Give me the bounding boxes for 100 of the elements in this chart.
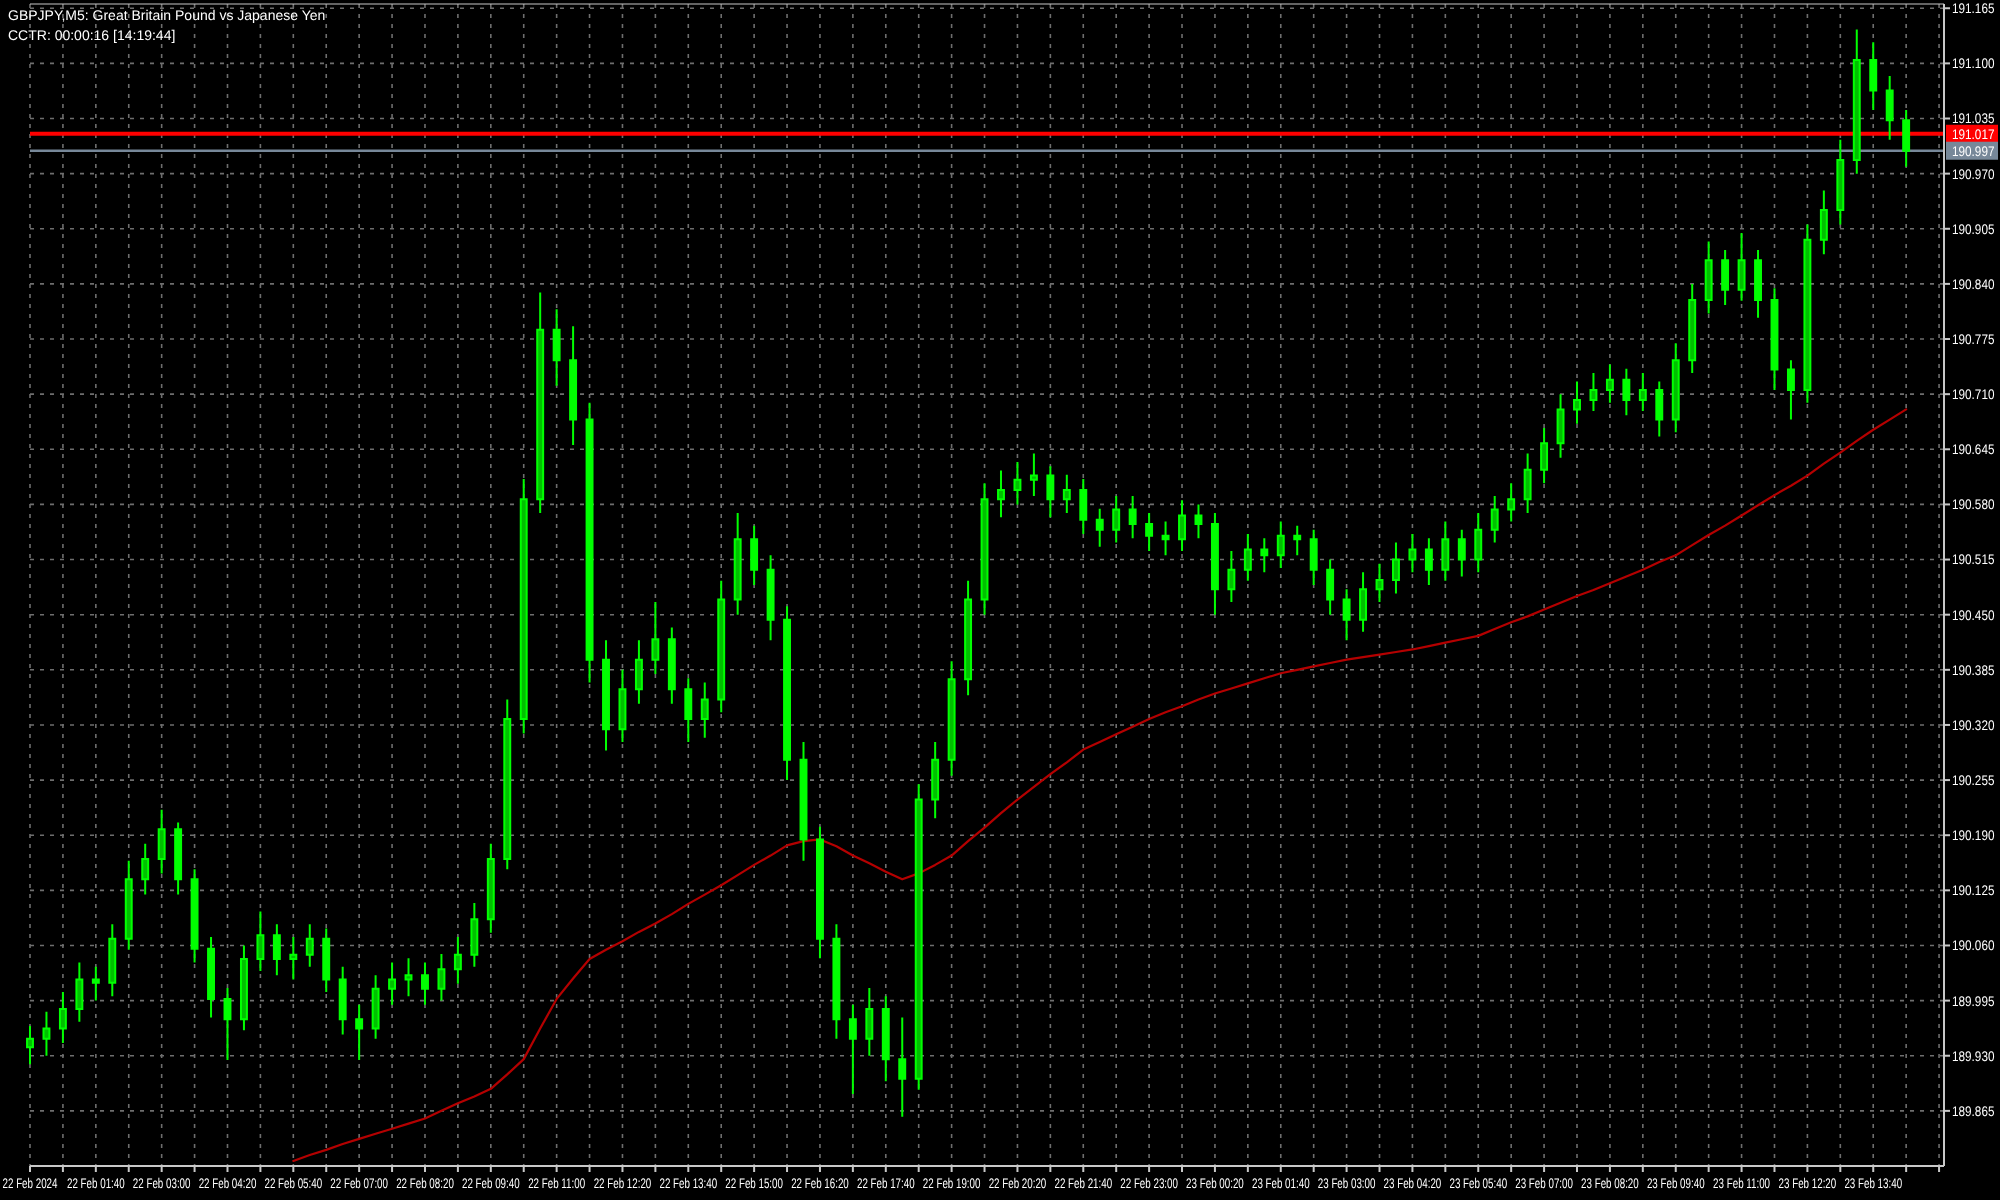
candlestick — [1869, 41, 1878, 112]
candlestick — [1276, 520, 1285, 570]
candlestick — [1441, 520, 1450, 582]
candlestick — [1638, 371, 1647, 413]
candlestick — [1013, 461, 1022, 506]
candlestick — [1852, 28, 1861, 175]
candlestick — [1770, 287, 1779, 391]
candlestick — [667, 626, 676, 705]
candlestick — [404, 957, 413, 998]
candlestick — [26, 1025, 34, 1066]
line-series — [292, 408, 1908, 1163]
candlestick — [1786, 359, 1795, 421]
candlestick — [371, 974, 380, 1040]
candlestick — [585, 401, 594, 684]
candlestick — [1622, 367, 1631, 417]
candlestick — [1523, 452, 1532, 514]
candlestick — [1243, 533, 1252, 582]
candlestick — [618, 668, 627, 743]
candlestick — [1573, 380, 1581, 425]
candlestick — [964, 579, 973, 697]
candlestick — [141, 842, 150, 896]
candlestick — [1474, 511, 1483, 574]
candlestick — [865, 986, 874, 1057]
candlestick — [1819, 189, 1828, 256]
candlestick — [1342, 588, 1351, 642]
candlestick — [1754, 248, 1762, 319]
candlestick — [1260, 537, 1269, 574]
candlestick — [1721, 248, 1730, 307]
candlestick — [1490, 494, 1499, 544]
candlestick — [256, 910, 265, 972]
candlestick — [1046, 465, 1055, 519]
candlestick — [1210, 511, 1219, 616]
candlestick — [453, 935, 462, 985]
candlestick — [898, 1016, 907, 1118]
candlestick — [1457, 528, 1466, 578]
candlestick — [58, 991, 67, 1045]
candlestick — [1737, 232, 1746, 302]
candlestick — [1227, 550, 1236, 603]
candlestick — [1178, 499, 1186, 553]
candlestick — [799, 740, 808, 862]
candlestick — [157, 808, 166, 875]
candlestick — [750, 524, 759, 586]
candlestick — [1128, 494, 1137, 540]
candlestick — [75, 961, 84, 1023]
candlestick — [1704, 240, 1713, 315]
candlestick — [766, 554, 775, 642]
candlestick — [108, 923, 117, 998]
candlestick — [1194, 503, 1203, 540]
candlestick — [569, 325, 578, 447]
candlestick — [322, 927, 331, 994]
candlestick — [815, 825, 824, 960]
candlestick — [651, 600, 660, 676]
candlestick — [1029, 452, 1038, 497]
candlestick — [1885, 75, 1894, 141]
candlestick — [1392, 541, 1400, 595]
candlestick — [1375, 562, 1384, 603]
candlestick — [1671, 342, 1680, 434]
candlestick — [1062, 473, 1071, 514]
candlestick — [700, 681, 709, 739]
candlestick — [470, 902, 479, 968]
candlestick — [602, 639, 610, 752]
candlestick — [1424, 537, 1433, 586]
candlestick — [91, 965, 100, 1002]
candlestick — [783, 605, 791, 782]
candlestick — [289, 935, 298, 981]
candlestick — [536, 291, 545, 514]
candlestick — [1589, 371, 1598, 413]
candlestick — [1605, 363, 1614, 404]
candlestick — [338, 965, 347, 1036]
candlestick — [388, 961, 397, 1006]
candlestick — [1902, 109, 1911, 168]
candlestick — [1688, 282, 1697, 374]
candlestick — [1309, 528, 1318, 586]
candlestick — [272, 923, 281, 977]
candlestick — [190, 868, 199, 964]
candlestick — [832, 923, 841, 1040]
candlestick — [1112, 494, 1121, 544]
candlestick — [223, 986, 232, 1061]
candlestick — [881, 995, 890, 1083]
candlestick — [980, 482, 989, 616]
candlestick — [42, 1010, 51, 1057]
candlestick — [1556, 393, 1565, 459]
candlestick — [207, 935, 215, 1019]
candlestick — [174, 821, 183, 896]
candlestick — [552, 308, 561, 387]
candlestick — [1803, 223, 1812, 404]
candlestick — [1079, 477, 1088, 536]
candlestick — [503, 698, 512, 871]
candlestick — [486, 842, 495, 934]
candlestick — [421, 961, 429, 1006]
candlestick — [1836, 138, 1845, 226]
candlestick — [1161, 520, 1170, 557]
candlestick — [1293, 524, 1302, 557]
candlestick — [124, 859, 133, 951]
candlestick — [1408, 533, 1417, 574]
candlestick — [1507, 482, 1516, 523]
candlestick — [1540, 427, 1549, 485]
candlestick — [717, 579, 726, 714]
candlestick — [1095, 507, 1104, 548]
candlestick — [239, 944, 248, 1032]
